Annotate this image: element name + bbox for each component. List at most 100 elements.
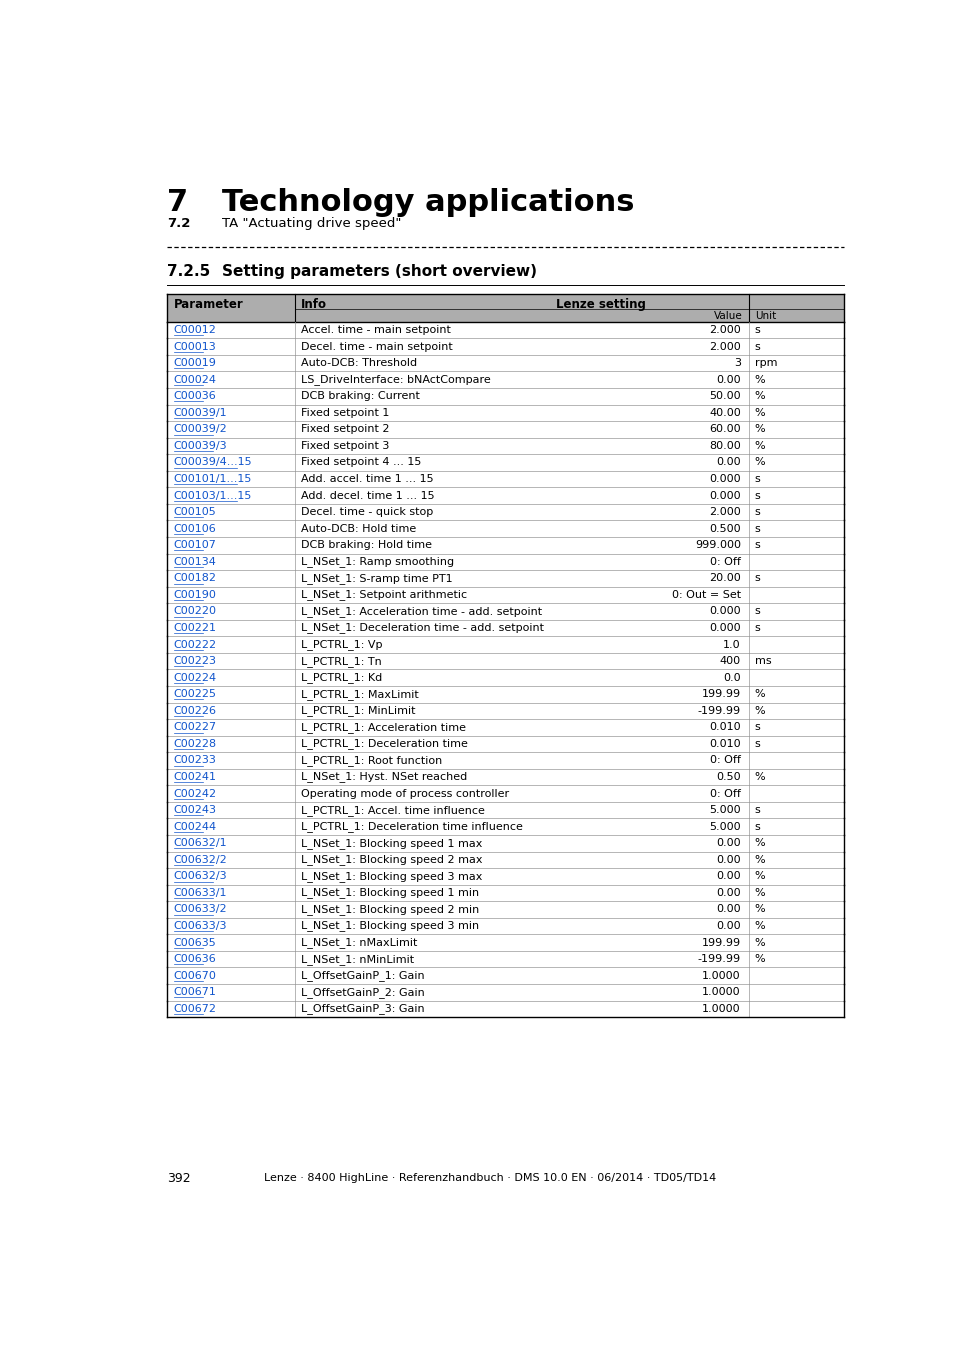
Text: C00633/2: C00633/2: [173, 904, 227, 914]
Text: Value: Value: [713, 312, 741, 321]
Bar: [167, 620, 843, 636]
Text: Fixed setpoint 4 ... 15: Fixed setpoint 4 ... 15: [301, 458, 421, 467]
Bar: [167, 686, 843, 702]
Text: 60.00: 60.00: [708, 424, 740, 435]
Text: 2.000: 2.000: [708, 508, 740, 517]
Text: L_NSet_1: Blocking speed 3 min: L_NSet_1: Blocking speed 3 min: [301, 921, 479, 931]
Text: Info: Info: [301, 298, 327, 312]
Bar: [167, 603, 843, 620]
Text: 7: 7: [167, 188, 189, 217]
Text: C00039/3: C00039/3: [173, 441, 227, 451]
Text: L_NSet_1: nMaxLimit: L_NSet_1: nMaxLimit: [301, 937, 417, 948]
Text: C00019: C00019: [173, 358, 216, 369]
Text: L_PCTRL_1: Accel. time influence: L_PCTRL_1: Accel. time influence: [301, 805, 485, 815]
Text: %: %: [754, 921, 764, 931]
Text: L_PCTRL_1: Acceleration time: L_PCTRL_1: Acceleration time: [301, 722, 466, 733]
Text: 0: Off: 0: Off: [709, 788, 740, 799]
Text: 3: 3: [733, 358, 740, 369]
Text: L_NSet_1: Blocking speed 1 min: L_NSet_1: Blocking speed 1 min: [301, 887, 479, 898]
Bar: [167, 868, 843, 884]
Text: Fixed setpoint 2: Fixed setpoint 2: [301, 424, 390, 435]
Text: %: %: [754, 441, 764, 451]
Bar: [167, 934, 843, 950]
Text: 0.00: 0.00: [716, 458, 740, 467]
Text: s: s: [754, 574, 760, 583]
Text: s: s: [754, 606, 760, 617]
Text: s: s: [754, 738, 760, 749]
Text: C00226: C00226: [173, 706, 216, 716]
Text: 0.0: 0.0: [722, 672, 740, 683]
Text: L_PCTRL_1: MinLimit: L_PCTRL_1: MinLimit: [301, 705, 416, 717]
Text: L_PCTRL_1: Tn: L_PCTRL_1: Tn: [301, 656, 382, 667]
Text: C00633/3: C00633/3: [173, 921, 227, 931]
Text: Setting parameters (short overview): Setting parameters (short overview): [221, 263, 536, 278]
Text: L_PCTRL_1: Vp: L_PCTRL_1: Vp: [301, 639, 382, 651]
Text: 0.00: 0.00: [716, 921, 740, 931]
Text: C00636: C00636: [173, 954, 216, 964]
Bar: [167, 802, 843, 818]
Text: s: s: [754, 540, 760, 551]
Text: 0.00: 0.00: [716, 838, 740, 848]
Text: s: s: [754, 805, 760, 815]
Text: 7.2: 7.2: [167, 217, 191, 231]
Text: L_NSet_1: Blocking speed 2 max: L_NSet_1: Blocking speed 2 max: [301, 855, 482, 865]
Text: L_NSet_1: Blocking speed 1 max: L_NSet_1: Blocking speed 1 max: [301, 838, 482, 849]
Text: Fixed setpoint 1: Fixed setpoint 1: [301, 408, 390, 417]
Bar: [167, 950, 843, 968]
Text: Technology applications: Technology applications: [221, 188, 634, 217]
Text: 0.000: 0.000: [708, 490, 740, 501]
Text: rpm: rpm: [754, 358, 777, 369]
Text: L_PCTRL_1: Root function: L_PCTRL_1: Root function: [301, 755, 442, 765]
Bar: [167, 736, 843, 752]
Bar: [167, 421, 843, 437]
Bar: [167, 504, 843, 520]
Bar: [167, 554, 843, 570]
Text: Parameter: Parameter: [173, 298, 243, 312]
Text: 0.010: 0.010: [708, 738, 740, 749]
Bar: [167, 321, 843, 339]
Text: C00101/1...15: C00101/1...15: [173, 474, 252, 485]
Bar: [167, 294, 843, 321]
Text: Decel. time - quick stop: Decel. time - quick stop: [301, 508, 434, 517]
Text: L_NSet_1: Setpoint arithmetic: L_NSet_1: Setpoint arithmetic: [301, 590, 467, 601]
Text: C00633/1: C00633/1: [173, 888, 227, 898]
Text: C00107: C00107: [173, 540, 216, 551]
Text: L_NSet_1: Blocking speed 2 min: L_NSet_1: Blocking speed 2 min: [301, 904, 479, 915]
Text: 0: Off: 0: Off: [709, 756, 740, 765]
Text: %: %: [754, 772, 764, 782]
Bar: [167, 884, 843, 902]
Text: -199.99: -199.99: [697, 706, 740, 716]
Text: C00012: C00012: [173, 325, 216, 335]
Text: 0: Off: 0: Off: [709, 556, 740, 567]
Text: C00672: C00672: [173, 1004, 216, 1014]
Text: C00632/1: C00632/1: [173, 838, 227, 848]
Text: s: s: [754, 490, 760, 501]
Text: C00024: C00024: [173, 375, 216, 385]
Text: L_OffsetGainP_3: Gain: L_OffsetGainP_3: Gain: [301, 1003, 424, 1014]
Text: s: s: [754, 342, 760, 351]
Text: C00242: C00242: [173, 788, 216, 799]
Text: TA "Actuating drive speed": TA "Actuating drive speed": [221, 217, 400, 231]
Text: s: s: [754, 822, 760, 832]
Bar: [167, 371, 843, 387]
Bar: [167, 570, 843, 587]
Text: 0.00: 0.00: [716, 871, 740, 882]
Bar: [167, 834, 843, 852]
Text: 0.00: 0.00: [716, 888, 740, 898]
Text: 400: 400: [719, 656, 740, 666]
Text: s: s: [754, 325, 760, 335]
Text: Operating mode of process controller: Operating mode of process controller: [301, 788, 509, 799]
Text: Auto-DCB: Hold time: Auto-DCB: Hold time: [301, 524, 416, 533]
Bar: [167, 537, 843, 554]
Text: %: %: [754, 838, 764, 848]
Text: C00039/4...15: C00039/4...15: [173, 458, 252, 467]
Text: C00632/3: C00632/3: [173, 871, 227, 882]
Text: 2.000: 2.000: [708, 342, 740, 351]
Bar: [167, 720, 843, 736]
Text: s: s: [754, 508, 760, 517]
Text: 392: 392: [167, 1172, 191, 1185]
Text: 0.00: 0.00: [716, 855, 740, 865]
Text: C00224: C00224: [173, 672, 216, 683]
Text: Lenze · 8400 HighLine · Referenzhandbuch · DMS 10.0 EN · 06/2014 · TD05/TD14: Lenze · 8400 HighLine · Referenzhandbuch…: [263, 1173, 715, 1184]
Text: 199.99: 199.99: [701, 937, 740, 948]
